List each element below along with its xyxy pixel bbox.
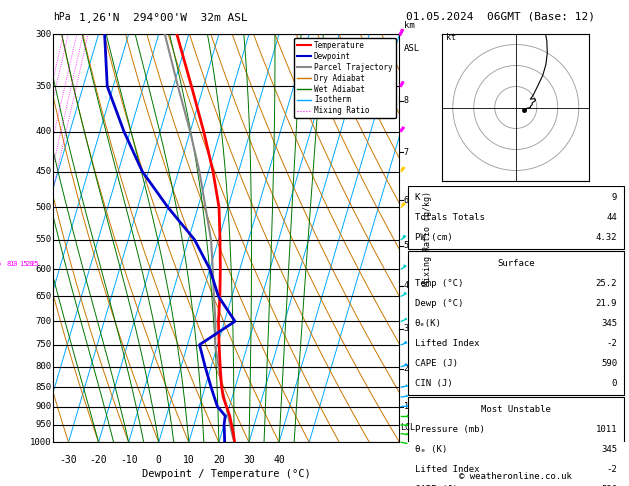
Text: -10: -10: [120, 454, 138, 465]
Text: 1¸26'N  294°00'W  32m ASL: 1¸26'N 294°00'W 32m ASL: [79, 12, 247, 22]
Text: 8: 8: [404, 96, 409, 105]
Text: Pressure (mb): Pressure (mb): [415, 425, 484, 434]
Bar: [408, 397, 624, 486]
Text: -2: -2: [606, 339, 617, 348]
Text: 4: 4: [404, 281, 409, 290]
Text: 0: 0: [156, 454, 162, 465]
Text: LCL: LCL: [400, 423, 415, 432]
Text: 550: 550: [36, 235, 52, 244]
Text: kt: kt: [447, 34, 457, 42]
Text: 2: 2: [404, 364, 409, 373]
Text: 350: 350: [36, 82, 52, 91]
Text: 900: 900: [36, 402, 52, 411]
Text: 3: 3: [404, 324, 409, 333]
Text: 25.2: 25.2: [596, 279, 617, 288]
Text: Mixing Ratio (g/kg): Mixing Ratio (g/kg): [423, 191, 431, 286]
Text: 8: 8: [7, 261, 11, 267]
Text: PW (cm): PW (cm): [415, 233, 452, 243]
Text: © weatheronline.co.uk: © weatheronline.co.uk: [459, 472, 572, 481]
Text: 345: 345: [601, 319, 617, 328]
Text: 6: 6: [404, 196, 409, 205]
Text: Surface: Surface: [497, 259, 535, 268]
Text: -20: -20: [90, 454, 108, 465]
Text: 25: 25: [31, 261, 40, 267]
Text: 10: 10: [183, 454, 195, 465]
Text: Totals Totals: Totals Totals: [415, 213, 484, 223]
Text: km: km: [404, 21, 415, 30]
Text: Lifted Index: Lifted Index: [415, 339, 479, 348]
Text: 500: 500: [36, 203, 52, 212]
Text: K: K: [415, 193, 420, 202]
Text: 15: 15: [19, 261, 27, 267]
Text: -2: -2: [606, 465, 617, 474]
Text: Lifted Index: Lifted Index: [415, 465, 479, 474]
Text: Most Unstable: Most Unstable: [481, 405, 551, 414]
Text: 20: 20: [213, 454, 225, 465]
Text: -30: -30: [60, 454, 77, 465]
Text: 1000: 1000: [30, 438, 52, 447]
Text: 590: 590: [601, 359, 617, 368]
Text: 10: 10: [9, 261, 18, 267]
Text: 345: 345: [601, 445, 617, 454]
Legend: Temperature, Dewpoint, Parcel Trajectory, Dry Adiabat, Wet Adiabat, Isotherm, Mi: Temperature, Dewpoint, Parcel Trajectory…: [294, 38, 396, 119]
Text: 450: 450: [36, 167, 52, 176]
Text: θₑ(K): θₑ(K): [415, 319, 442, 328]
Text: 950: 950: [36, 420, 52, 429]
Text: hPa: hPa: [53, 12, 71, 22]
Text: 30: 30: [243, 454, 255, 465]
Text: CAPE (J): CAPE (J): [415, 485, 457, 486]
Text: CAPE (J): CAPE (J): [415, 359, 457, 368]
Text: 300: 300: [36, 30, 52, 38]
Text: 850: 850: [36, 382, 52, 392]
Text: Dewpoint / Temperature (°C): Dewpoint / Temperature (°C): [142, 469, 311, 479]
Text: CIN (J): CIN (J): [415, 379, 452, 388]
Text: 5: 5: [0, 261, 1, 267]
Text: 7: 7: [404, 148, 409, 156]
Text: 700: 700: [36, 317, 52, 326]
Text: 20: 20: [26, 261, 34, 267]
Text: 44: 44: [606, 213, 617, 223]
Text: 650: 650: [36, 292, 52, 301]
Text: 0: 0: [611, 379, 617, 388]
Text: 750: 750: [36, 340, 52, 349]
Text: 800: 800: [36, 362, 52, 371]
Text: 01.05.2024  06GMT (Base: 12): 01.05.2024 06GMT (Base: 12): [406, 12, 594, 22]
Text: Dewp (°C): Dewp (°C): [415, 299, 463, 308]
Text: 21.9: 21.9: [596, 299, 617, 308]
Bar: [408, 186, 624, 249]
Text: 590: 590: [601, 485, 617, 486]
Text: ASL: ASL: [404, 44, 420, 53]
Text: 9: 9: [611, 193, 617, 202]
Text: 5: 5: [404, 241, 409, 250]
Text: Temp (°C): Temp (°C): [415, 279, 463, 288]
Text: 400: 400: [36, 127, 52, 136]
Text: θₑ (K): θₑ (K): [415, 445, 447, 454]
Text: 4.32: 4.32: [596, 233, 617, 243]
Bar: [408, 251, 624, 395]
Text: 600: 600: [36, 264, 52, 274]
Text: 40: 40: [273, 454, 285, 465]
Text: 1011: 1011: [596, 425, 617, 434]
Text: 1: 1: [404, 402, 409, 411]
